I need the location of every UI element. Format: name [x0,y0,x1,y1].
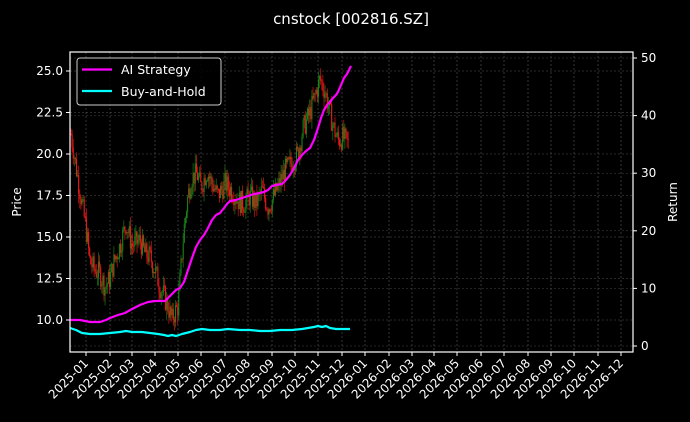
buy-and-hold-line [69,324,350,338]
legend: AI Strategy Buy-and-Hold [76,57,222,106]
right-y-axis-ticks: 0 10 20 30 40 50 [633,51,656,353]
price-candles [70,68,349,331]
left-y-tick-label: 25.0 [36,64,63,78]
right-y-tick-label: 10 [641,281,656,295]
return-lines [69,65,352,338]
left-y-tick-label: 20.0 [36,147,63,161]
plot-frame [69,51,634,353]
right-y-tick-label: 20 [641,224,656,238]
right-y-tick-label: 0 [641,339,649,353]
y-axis-label-return: Return [666,182,680,222]
left-y-axis-ticks: 10.0 12.5 15.0 17.5 20.0 22.5 25.0 [36,64,70,327]
left-y-tick-label: 10.0 [36,313,63,327]
left-y-tick-label: 22.5 [36,106,63,120]
left-y-tick-label: 12.5 [36,272,63,286]
legend-label-ai-strategy: AI Strategy [121,62,191,77]
right-y-tick-label: 50 [641,51,656,65]
chart-title: cnstock [002816.SZ] [273,10,429,28]
right-y-tick-label: 30 [641,166,656,180]
left-y-tick-label: 17.5 [36,189,63,203]
left-y-tick-label: 15.0 [36,230,63,244]
right-y-tick-label: 40 [641,109,656,123]
ai-strategy-line [70,65,352,324]
y-axis-label-price: Price [10,187,24,216]
legend-label-buy-and-hold: Buy-and-Hold [121,84,206,99]
